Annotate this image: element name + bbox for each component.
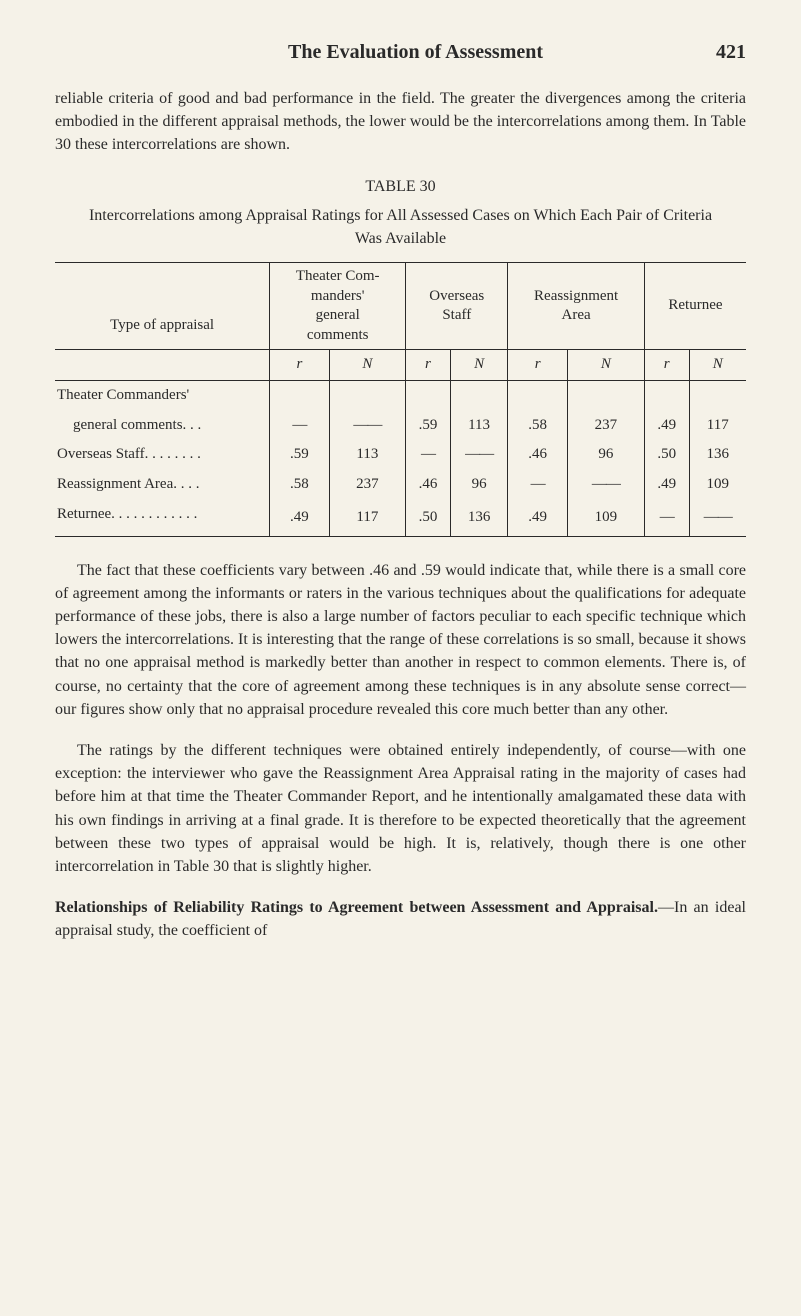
cell-3-1: 237 (329, 470, 406, 500)
cell-2-0: .59 (270, 440, 329, 470)
cell-4-0: .49 (270, 500, 329, 536)
subhead-2: r (406, 350, 451, 381)
cell-0-0 (270, 380, 329, 410)
cell-3-4: — (508, 470, 568, 500)
row-label-3: Reassignment Area. . . . (55, 470, 270, 500)
intercorrelations-table: Type of appraisal Theater Com- manders' … (55, 262, 746, 537)
cell-1-5: 237 (567, 411, 644, 441)
page-number: 421 (716, 38, 746, 67)
cell-0-7 (689, 380, 746, 410)
cell-0-6 (644, 380, 689, 410)
cell-4-3: 136 (450, 500, 508, 536)
subhead-0: r (270, 350, 329, 381)
cell-4-7: —— (689, 500, 746, 536)
cell-3-2: .46 (406, 470, 451, 500)
subhead-6: r (644, 350, 689, 381)
subhead-1: N (329, 350, 406, 381)
cell-0-3 (450, 380, 508, 410)
cell-0-2 (406, 380, 451, 410)
cell-4-2: .50 (406, 500, 451, 536)
cell-1-1: —— (329, 411, 406, 441)
subhead-5: N (567, 350, 644, 381)
cell-3-6: .49 (644, 470, 689, 500)
paragraph-1: reliable criteria of good and bad perfor… (55, 87, 746, 157)
cell-1-0: — (270, 411, 329, 441)
col-header-0: Theater Com- manders' general comments (270, 263, 406, 350)
col-header-3: Returnee (644, 263, 746, 350)
cell-1-2: .59 (406, 411, 451, 441)
cell-1-6: .49 (644, 411, 689, 441)
table-subcaption: Intercorrelations among Appraisal Rating… (55, 204, 746, 250)
cell-2-3: —— (450, 440, 508, 470)
cell-2-4: .46 (508, 440, 568, 470)
cell-1-3: 113 (450, 411, 508, 441)
cell-3-7: 109 (689, 470, 746, 500)
cell-2-2: — (406, 440, 451, 470)
paragraph-4: Relationships of Reliability Ratings to … (55, 896, 746, 942)
cell-4-1: 117 (329, 500, 406, 536)
cell-0-1 (329, 380, 406, 410)
cell-1-4: .58 (508, 411, 568, 441)
cell-0-4 (508, 380, 568, 410)
row-header-label: Type of appraisal (55, 263, 270, 350)
cell-3-3: 96 (450, 470, 508, 500)
row-label-4: Returnee. . . . . . . . . . . . (55, 500, 270, 536)
row-label-1: general comments. . . (55, 411, 270, 441)
table-caption: TABLE 30 (55, 175, 746, 198)
paragraph-2: The fact that these coefficients vary be… (55, 559, 746, 721)
cell-0-5 (567, 380, 644, 410)
cell-2-5: 96 (567, 440, 644, 470)
cell-2-1: 113 (329, 440, 406, 470)
cell-1-7: 117 (689, 411, 746, 441)
section-heading: Relationships of Reliability Ratings to … (55, 899, 658, 916)
cell-4-6: — (644, 500, 689, 536)
subhead-7: N (689, 350, 746, 381)
cell-4-5: 109 (567, 500, 644, 536)
col-header-1: Overseas Staff (406, 263, 508, 350)
cell-3-5: —— (567, 470, 644, 500)
page-title: The Evaluation of Assessment (115, 38, 716, 67)
subhead-3: N (450, 350, 508, 381)
row-label-0: Theater Commanders' (55, 380, 270, 410)
col-header-2: Reassignment Area (508, 263, 645, 350)
subhead-spacer (55, 350, 270, 381)
cell-4-4: .49 (508, 500, 568, 536)
subhead-4: r (508, 350, 568, 381)
cell-2-6: .50 (644, 440, 689, 470)
page-header: The Evaluation of Assessment 421 (55, 38, 746, 67)
row-label-2: Overseas Staff. . . . . . . . (55, 440, 270, 470)
paragraph-3: The ratings by the different techniques … (55, 739, 746, 878)
cell-2-7: 136 (689, 440, 746, 470)
cell-3-0: .58 (270, 470, 329, 500)
